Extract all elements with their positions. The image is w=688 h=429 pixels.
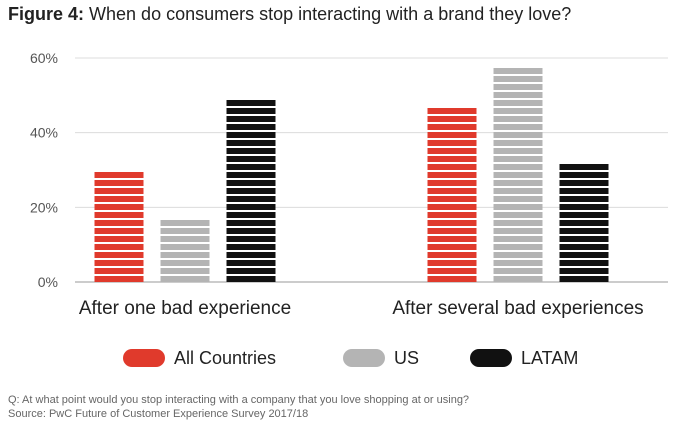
y-tick-label: 60% — [30, 50, 58, 66]
legend-swatch — [343, 349, 385, 367]
legend-swatch — [470, 349, 512, 367]
legend-label: All Countries — [174, 348, 276, 368]
bar — [559, 164, 609, 282]
chart-title: Figure 4: When do consumers stop interac… — [8, 4, 571, 25]
x-category-label: After several bad experiences — [392, 298, 643, 319]
bar — [493, 68, 543, 282]
legend-swatch — [123, 349, 165, 367]
legend-label: US — [394, 348, 419, 368]
bar — [427, 108, 477, 282]
figure-number: Figure 4: — [8, 4, 85, 24]
x-category-label: After one bad experience — [79, 298, 291, 319]
y-tick-label: 20% — [30, 199, 58, 215]
chart-title-text: When do consumers stop interacting with … — [89, 4, 572, 24]
bar — [226, 100, 276, 282]
source-note: Source: PwC Future of Customer Experienc… — [8, 408, 309, 420]
bar — [94, 172, 144, 282]
y-tick-label: 40% — [30, 125, 58, 141]
y-tick-label: 0% — [38, 274, 58, 290]
bar — [160, 220, 210, 282]
survey-question: Q: At what point would you stop interact… — [8, 394, 470, 406]
legend-label: LATAM — [521, 348, 578, 368]
